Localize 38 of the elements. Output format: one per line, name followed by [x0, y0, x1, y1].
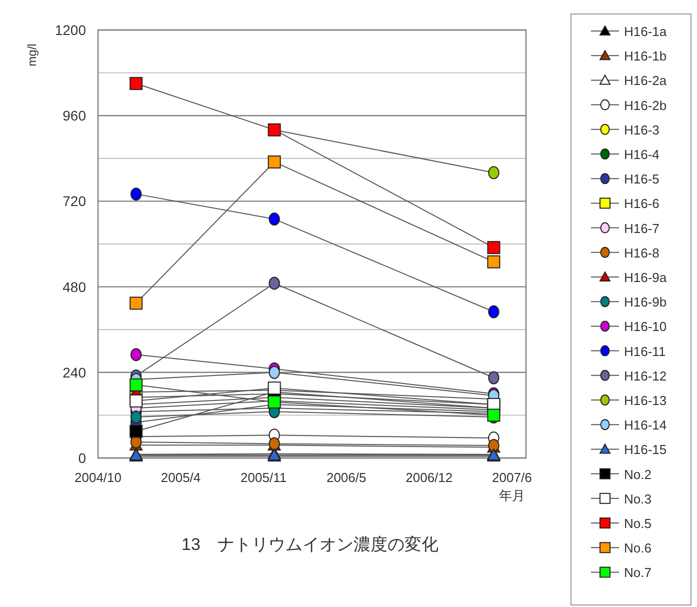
text: 13 ナトリウムイオン濃度の変化: [182, 535, 438, 554]
legend-label: No.2: [624, 466, 652, 482]
legend-label: H16-4: [624, 147, 660, 162]
legend-label: No.6: [624, 540, 652, 556]
x-tick-label: 2006/5: [326, 470, 366, 485]
x-tick-label: 2004/10: [74, 470, 122, 485]
legend-label: H16-13: [624, 393, 667, 408]
legend-label: H16-2a: [624, 73, 668, 88]
legend-label: H16-12: [624, 368, 667, 384]
legend-label: H16-10: [624, 319, 667, 334]
legend-label: H16-9a: [624, 270, 668, 285]
legend-label: H16-7: [624, 220, 660, 236]
x-tick-label: 2007/6: [492, 470, 532, 485]
y-tick-label: 480: [62, 278, 86, 295]
y-axis-title: mg/l: [25, 44, 39, 66]
y-tick-label: 0: [78, 450, 86, 466]
legend-label: H16-6: [624, 196, 660, 212]
legend-label: No.7: [624, 565, 652, 580]
y-tick-label: 720: [62, 193, 86, 210]
legend-label: H16-8: [624, 245, 660, 260]
legend-label: No.5: [624, 516, 652, 531]
legend-label: No.3: [624, 491, 652, 506]
y-tick-label: 960: [62, 108, 86, 124]
legend-label: H16-1a: [624, 24, 668, 39]
legend-label: H16-3: [624, 122, 660, 138]
legend-label: H16-9b: [624, 294, 667, 310]
x-tick-label: 2005/11: [240, 470, 287, 485]
y-tick-label: 1200: [54, 22, 86, 38]
legend-label: H16-15: [624, 442, 667, 458]
legend-label: H16-1b: [624, 48, 667, 64]
legend-label: H16-11: [624, 344, 666, 359]
legend-label: H16-5: [624, 172, 660, 187]
x-axis-title: 年月: [498, 488, 525, 503]
legend-label: H16-2b: [624, 98, 667, 113]
y-tick-label: 240: [62, 364, 86, 380]
legend-label: H16-14: [624, 418, 667, 433]
x-tick-label: 2006/12: [406, 470, 453, 485]
x-tick-label: 2005/4: [160, 470, 201, 485]
